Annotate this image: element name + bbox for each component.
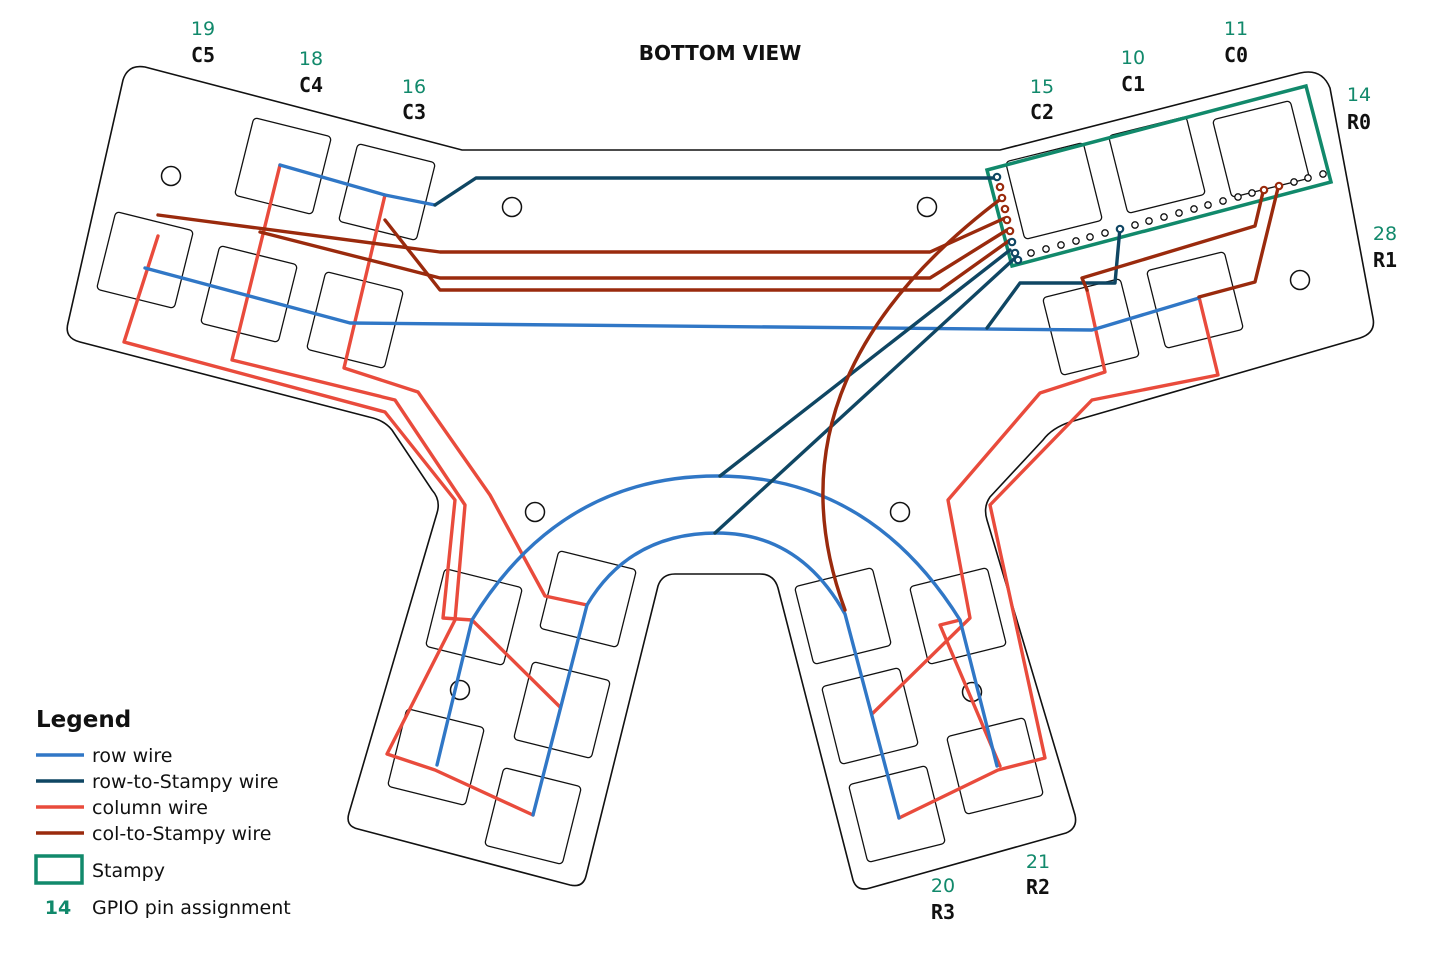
pin-name-c3: C3 [402, 100, 426, 124]
pin-name-r1: R1 [1373, 248, 1397, 272]
key-switch [1005, 142, 1103, 240]
stampy-pad [1042, 245, 1050, 253]
pin-name-c1: C1 [1121, 72, 1145, 96]
stampy-pad [1219, 197, 1227, 205]
col-to-stampy-wire [156, 213, 1007, 254]
column-wire [871, 288, 1107, 715]
gpio-label-r1: 28 [1373, 223, 1397, 245]
mounting-holes [160, 165, 1311, 703]
stampy-pad [1013, 255, 1023, 265]
stampy-pad [1086, 233, 1094, 241]
gpio-label-c1: 10 [1121, 47, 1145, 69]
gpio-label-r2: 21 [1026, 851, 1050, 873]
pin-name-r2: R2 [1026, 875, 1050, 899]
column-wire [938, 618, 1002, 768]
legend-gpio-example: 14 [45, 897, 71, 919]
gpio-label-c4: 18 [299, 48, 323, 70]
gpio-label-c2: 15 [1030, 76, 1054, 98]
stampy-pad [995, 182, 1005, 192]
mounting-hole [1289, 269, 1311, 291]
stampy-pad [1248, 189, 1256, 197]
legend-label-row-wire: row wire [92, 745, 173, 767]
mounting-hole [889, 501, 911, 523]
stampy-pad [1007, 237, 1017, 247]
column-wire [230, 163, 535, 817]
gpio-label-c3: 16 [402, 76, 426, 98]
gpio-label-c5: 19 [191, 18, 215, 40]
pin-labels: 19 C5 18 C4 16 C3 15 C2 10 C1 11 C0 14 R… [191, 18, 1397, 924]
legend-label-column-wire: column wire [92, 797, 208, 819]
col-to-stampy-wire [1197, 186, 1280, 299]
legend-title: Legend [36, 707, 131, 733]
diagram-title: BOTTOM VIEW [639, 41, 802, 65]
row-to-stampy-wire [433, 176, 999, 207]
stampy-pad [1057, 241, 1065, 249]
legend-label-col-to-stampy-wire: col-to-Stampy wire [92, 823, 271, 845]
stampy-pad [1234, 193, 1242, 201]
row-wire [435, 474, 999, 768]
pin-name-r3: R3 [931, 900, 955, 924]
col-to-stampy-wire [258, 228, 1009, 280]
stampy-pad [1072, 237, 1080, 245]
mounting-hole [501, 196, 523, 218]
stampy-pad [1000, 204, 1010, 214]
stampy-pad [1319, 170, 1327, 178]
row-to-stampy-wire [718, 248, 1012, 478]
pin-name-c0: C0 [1224, 43, 1248, 67]
pin-name-c4: C4 [299, 73, 323, 97]
col-to-stampy-wire [383, 218, 1012, 292]
legend-swatch-stampy [34, 854, 84, 885]
stampy-pad [1005, 226, 1015, 236]
key-switch [1212, 100, 1310, 198]
stampy-pad [1010, 248, 1020, 258]
stampy-pad [1101, 229, 1109, 237]
stampy-pad [1175, 209, 1183, 217]
stampy-pad [1204, 201, 1212, 209]
pin-name-c2: C2 [1030, 100, 1054, 124]
stampy-pad [1259, 185, 1269, 195]
stampy-pad [1160, 213, 1168, 221]
stampy-pad [992, 172, 1002, 182]
pin-name-c5: C5 [191, 43, 215, 67]
gpio-label-r0: 14 [1347, 84, 1371, 106]
legend-label-gpio: GPIO pin assignment [92, 897, 291, 919]
column-wire [897, 295, 1220, 820]
stampy-pad [1131, 221, 1139, 229]
column-wire [342, 193, 589, 607]
mounting-hole [524, 501, 546, 523]
legend-label-row-to-stampy-wire: row-to-Stampy wire [92, 771, 279, 793]
stampy-pad [997, 193, 1007, 203]
stampy-pad [1274, 181, 1284, 191]
stampy-pad [1190, 205, 1198, 213]
stampy-pad [1145, 217, 1153, 225]
key-switch [96, 211, 194, 309]
legend: Legend row wire row-to-Stampy wire colum… [34, 707, 291, 919]
pin-name-r0: R0 [1347, 110, 1371, 134]
stampy-pad [1002, 215, 1012, 225]
stampy-pad [1027, 249, 1035, 257]
col-to-stampy-wire [821, 196, 1004, 612]
row-to-stampy-wire [985, 226, 1122, 330]
stampy-pads [992, 170, 1327, 265]
stampy-pad [1115, 224, 1125, 234]
stampy-pad [1290, 178, 1298, 186]
mounting-hole [160, 165, 182, 187]
row-wire [143, 266, 1201, 332]
stampy-pad [1304, 174, 1312, 182]
mounting-hole [916, 196, 938, 218]
gpio-label-c0: 11 [1224, 18, 1248, 40]
gpio-label-r3: 20 [931, 875, 955, 897]
col-to-stampy-wires [156, 186, 1280, 612]
legend-label-stampy: Stampy [92, 860, 165, 882]
row-wire [278, 163, 437, 207]
row-to-stampy-wires [433, 176, 1122, 535]
row-to-stampy-wire [713, 256, 1017, 535]
col-to-stampy-wire [1080, 190, 1265, 292]
